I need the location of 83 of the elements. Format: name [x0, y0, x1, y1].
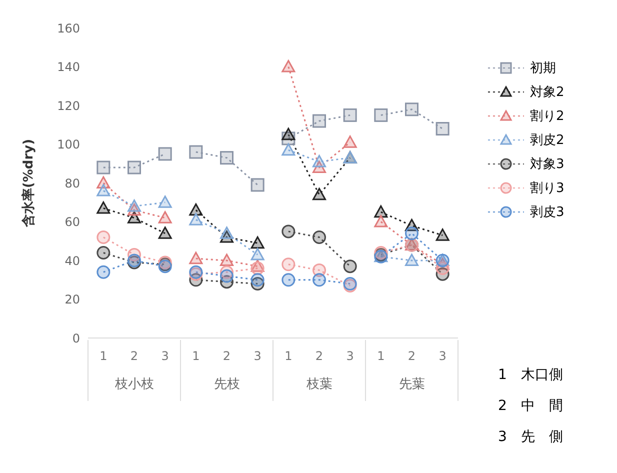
point [250, 262, 264, 275]
point [220, 226, 234, 239]
point [96, 160, 110, 174]
legend-label: 剥皮2 [530, 132, 564, 149]
text: 2 中 間 [498, 397, 563, 416]
point [312, 114, 326, 128]
legend-label: 初期 [530, 60, 556, 77]
point [250, 236, 264, 249]
y-tick-label: 160 [57, 21, 80, 36]
point [282, 273, 296, 287]
y-tick-label: 0 [72, 331, 80, 346]
point [343, 136, 357, 148]
point [220, 269, 234, 283]
point [189, 213, 203, 226]
legend-label: 剥皮3 [530, 204, 564, 221]
legend-label: 対象2 [530, 84, 564, 101]
point [250, 273, 264, 287]
point [405, 254, 418, 266]
y-axis-title: 含水率(%dry) [20, 138, 37, 228]
text: 先葉 [398, 377, 425, 392]
point [250, 248, 264, 260]
point [374, 205, 388, 218]
x-tick-label: 2 [315, 349, 324, 363]
point [405, 226, 418, 240]
point [436, 228, 450, 241]
x-tick-label: 1 [192, 349, 200, 363]
x-tick-label: 3 [161, 349, 169, 363]
point [343, 108, 357, 122]
point [282, 60, 296, 72]
point [282, 258, 296, 272]
y-tick-label: 40 [64, 254, 80, 268]
point [220, 254, 234, 266]
y-tick-label: 100 [57, 138, 80, 152]
legend-label: 割り2 [530, 108, 564, 125]
point [282, 224, 296, 238]
text: 枝小枝 [114, 377, 154, 392]
point [128, 160, 141, 174]
point [158, 226, 172, 239]
point [158, 211, 172, 224]
x-tick-label: 2 [408, 349, 416, 363]
point [158, 147, 172, 161]
point [312, 230, 326, 244]
x-tick-label: 1 [100, 349, 108, 363]
x-tick-label: 1 [377, 349, 385, 363]
point [96, 230, 110, 244]
point [158, 196, 172, 208]
y-tick-label: 20 [64, 292, 80, 307]
point [282, 128, 296, 140]
point [312, 273, 326, 287]
y-tick-label: 60 [64, 215, 80, 230]
x-tick-label: 3 [438, 349, 446, 363]
point [96, 265, 110, 279]
point [128, 200, 141, 212]
x-tick-label: 1 [284, 349, 292, 363]
point [282, 143, 296, 156]
text: 3 先 側 [498, 428, 563, 447]
point [96, 246, 110, 260]
text: 1 木口側 [498, 366, 563, 385]
x-tick-label: 2 [130, 349, 138, 363]
y-tick-label: 80 [64, 176, 80, 190]
point [312, 188, 326, 200]
point [96, 184, 110, 196]
point [250, 178, 264, 192]
text: 先枝 [214, 377, 240, 392]
legend-label: 割り3 [530, 180, 564, 197]
point [343, 260, 357, 274]
point [220, 151, 234, 165]
point [405, 102, 418, 116]
point [312, 154, 326, 168]
legend-label: 対象3 [530, 156, 564, 173]
x-tick-label: 3 [254, 349, 262, 363]
x-tick-label: 3 [346, 349, 354, 363]
point [96, 201, 110, 214]
point [189, 203, 203, 216]
point [374, 215, 388, 228]
x-tick-label: 2 [222, 349, 231, 363]
text: 枝葉 [305, 377, 332, 392]
point [189, 145, 203, 159]
y-tick-label: 140 [57, 60, 80, 74]
point [374, 108, 388, 122]
y-tick-label: 120 [57, 98, 80, 113]
point [189, 252, 203, 264]
point [436, 122, 450, 136]
